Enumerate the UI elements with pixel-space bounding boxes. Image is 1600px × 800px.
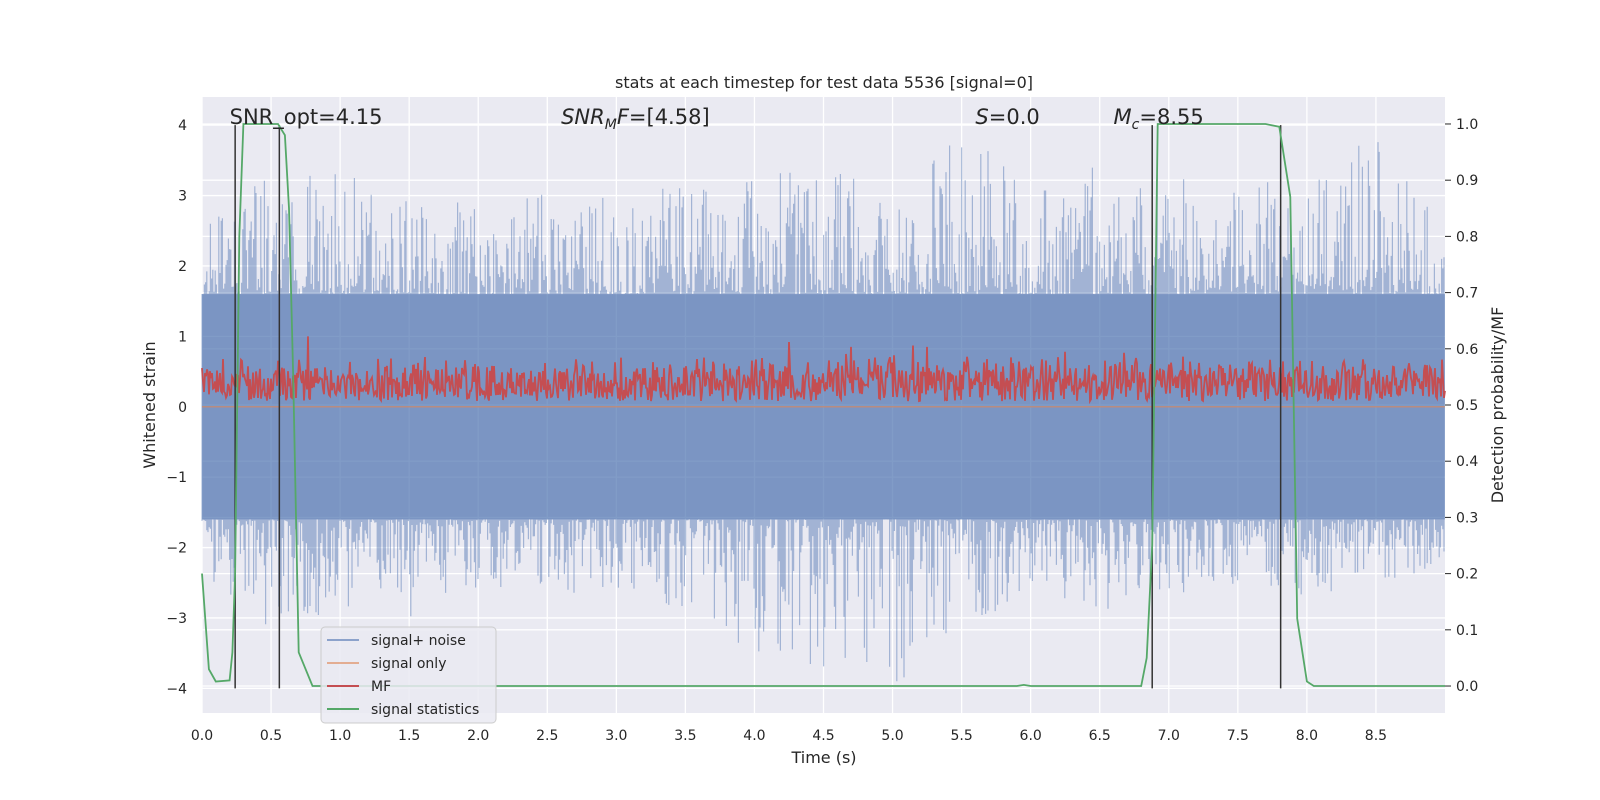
legend: signal+ noise signal only MF signal statist… (320, 626, 497, 724)
y-right-tick-label: 0.1 (1456, 623, 1478, 639)
x-tick-label: 4.5 (812, 728, 834, 744)
y-right-tick-label: 0.9 (1456, 173, 1478, 189)
x-tick-label: 0.0 (191, 728, 213, 744)
y-right-tick-label: 0.8 (1456, 229, 1478, 245)
x-tick-label: 6.0 (1020, 728, 1042, 744)
legend-entry-label: signal statistics (371, 702, 479, 718)
y-tick-label: −2 (166, 541, 187, 557)
y-tick-label: 2 (178, 259, 187, 275)
mf-trace (201, 336, 1446, 405)
legend-box (320, 626, 497, 724)
x-tick-label: 4.0 (743, 728, 765, 744)
y-right-tick-label: 0.0 (1456, 679, 1478, 695)
x-axis-label: Time (s) (790, 748, 856, 767)
x-tick-label: 2.5 (536, 728, 558, 744)
y-tick-label: 1 (178, 329, 187, 345)
y-right-tick-label: 0.7 (1456, 286, 1478, 302)
x-tick-label: 3.0 (605, 728, 627, 744)
y-right-axis-label: Detection probability/MF (1488, 307, 1507, 504)
x-tick-label: 0.5 (260, 728, 282, 744)
x-tick-label: 7.0 (1158, 728, 1180, 744)
legend-entry-label: signal+ noise (371, 633, 466, 649)
annotation-text: SNRMF=[4.58] (561, 105, 710, 133)
chart-title: stats at each timestep for test data 553… (615, 73, 1033, 92)
y-tick-label: −3 (166, 611, 187, 627)
x-tick-label: 8.5 (1365, 728, 1387, 744)
x-tick-label: 7.5 (1227, 728, 1249, 744)
y-right-tick-label: 0.5 (1456, 398, 1478, 414)
x-axis-ticks: 0.0 0.5 1.0 1.5 2.0 2.5 3.0 3.5 4.0 4.5 5.0 5.5 6.0 6… (191, 728, 1387, 744)
y-right-tick-label: 0.6 (1456, 342, 1478, 358)
y-tick-label: 4 (178, 118, 187, 134)
y-right-axis-ticks: 0.0 0.1 0.2 0.3 0.4 0.5 0.6 0.7 0.8 0.9 1.0 (1445, 117, 1478, 695)
x-tick-label: 1.5 (398, 728, 420, 744)
y-right-tick-label: 1.0 (1456, 117, 1478, 133)
legend-entry-label: signal only (371, 656, 446, 672)
x-tick-label: 8.0 (1296, 728, 1318, 744)
y-axis-ticks: −4 −3 −2 −1 0 1 2 3 4 (166, 118, 187, 697)
legend-entry-label: MF (371, 679, 391, 695)
x-tick-label: 1.0 (329, 728, 351, 744)
annotations: SNR_opt=4.15 SNRMF=[4.58] S=0.0 Mc=8.55 (230, 105, 1204, 133)
grid-lines (201, 97, 1445, 713)
annotation-text: SNR_opt=4.15 (230, 105, 383, 130)
x-tick-label: 5.0 (881, 728, 903, 744)
vertical-markers (234, 125, 1282, 689)
x-tick-label: 2.0 (467, 728, 489, 744)
annotation-text: S=0.0 (975, 105, 1039, 129)
y-axis-label: Whitened strain (140, 341, 159, 468)
y-right-tick-label: 0.3 (1456, 510, 1478, 526)
y-right-tick-label: 0.2 (1456, 567, 1478, 583)
y-tick-label: 3 (178, 189, 187, 205)
y-tick-label: −1 (166, 470, 187, 486)
x-tick-label: 6.5 (1089, 728, 1111, 744)
y-tick-label: −4 (166, 681, 187, 697)
annotation-text: Mc=8.55 (1114, 105, 1204, 133)
y-right-tick-label: 0.4 (1456, 454, 1478, 470)
signal-statistics-trace (201, 123, 1445, 687)
signal-statistics-series (201, 123, 1445, 687)
y-tick-label: 0 (178, 400, 187, 416)
x-tick-label: 3.5 (674, 728, 696, 744)
x-tick-label: 5.5 (950, 728, 972, 744)
mf-series (201, 336, 1446, 408)
